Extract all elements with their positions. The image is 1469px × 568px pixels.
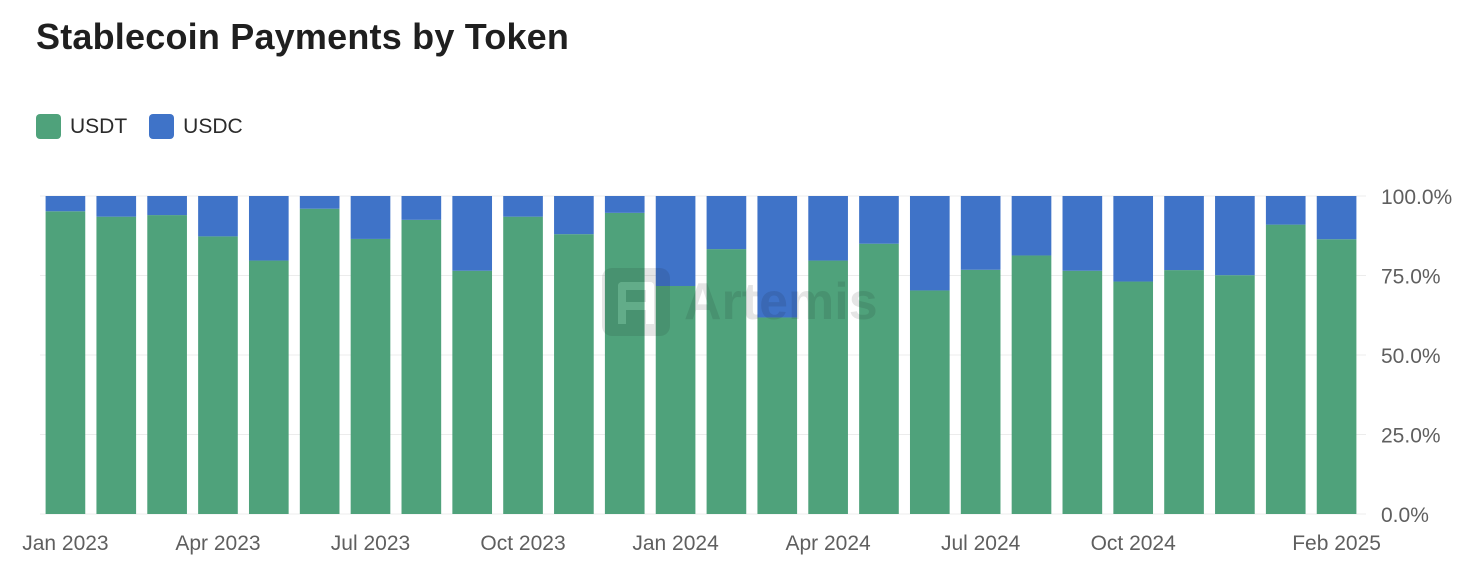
x-tick-label: Apr 2023 <box>175 532 260 555</box>
bar-usdt <box>909 290 950 514</box>
y-tick-label: 50.0% <box>1381 345 1441 368</box>
bar-usdt <box>1113 281 1154 514</box>
chart-legend: USDT USDC <box>36 114 243 139</box>
bar-usdt <box>299 208 340 514</box>
x-tick-label: Jul 2024 <box>941 532 1021 555</box>
x-tick-label: Feb 2025 <box>1292 532 1381 555</box>
x-tick-label: Jan 2023 <box>22 532 108 555</box>
bar-usdc <box>554 196 594 235</box>
bar-usdt <box>1316 239 1357 515</box>
bar-usdc <box>1062 196 1103 271</box>
y-tick-label: 0.0% <box>1381 504 1429 527</box>
bar-usdc <box>1265 196 1306 225</box>
bar-usdc <box>909 196 950 291</box>
bar-usdc <box>960 196 1001 270</box>
bar-usdc <box>1215 196 1255 276</box>
bar-usdc <box>1164 196 1204 271</box>
bar-usdc <box>147 196 187 216</box>
bar-usdt <box>706 249 747 514</box>
bar-usdc <box>350 196 391 239</box>
x-tick-label: Oct 2024 <box>1091 532 1177 555</box>
bar-usdt <box>554 234 594 514</box>
bar-usdc <box>401 196 442 220</box>
bar-usdt <box>960 269 1001 514</box>
bar-usdc <box>604 196 645 213</box>
bar-usdc <box>859 196 899 244</box>
bar-usdt <box>655 285 696 514</box>
bar-usdc <box>198 196 238 237</box>
x-tick-label: Jan 2024 <box>632 532 719 555</box>
legend-label-usdt: USDT <box>70 114 128 138</box>
bar-usdt <box>503 216 543 515</box>
y-tick-label: 75.0% <box>1381 266 1441 289</box>
bar-usdc <box>96 196 137 217</box>
bar-usdt <box>1062 270 1103 514</box>
legend-item-usdt[interactable]: USDT <box>36 114 127 139</box>
x-tick-label: Oct 2023 <box>480 532 565 555</box>
bar-usdt <box>757 317 798 514</box>
bar-usdt <box>401 219 442 514</box>
bar-usdt <box>96 216 137 515</box>
bar-usdc <box>1316 196 1357 240</box>
bar-usdt <box>248 260 289 514</box>
bar-usdc <box>808 196 848 261</box>
bar-usdc <box>299 196 340 209</box>
y-tick-label: 100.0% <box>1381 186 1452 209</box>
y-tick-label: 25.0% <box>1381 425 1441 448</box>
bar-usdc <box>248 196 289 261</box>
bar-usdt <box>1164 270 1204 514</box>
bar-usdt <box>198 236 238 515</box>
bar-usdt <box>1215 275 1255 514</box>
bar-usdt <box>1011 255 1052 514</box>
bar-usdc <box>655 196 696 286</box>
bar-usdc <box>1011 196 1052 256</box>
bar-usdt <box>859 243 899 514</box>
bar-usdt <box>452 270 493 514</box>
legend-item-usdc[interactable]: USDC <box>149 114 243 139</box>
bar-usdt <box>147 215 187 514</box>
bar-usdt <box>1265 224 1306 514</box>
bar-usdc <box>503 196 543 217</box>
x-tick-label: Jul 2023 <box>331 532 410 555</box>
x-tick-label: Apr 2024 <box>785 532 871 555</box>
legend-swatch-usdc <box>149 114 175 139</box>
bar-usdc <box>1113 196 1154 282</box>
bar-usdc <box>45 196 86 212</box>
bar-usdt <box>350 238 391 514</box>
legend-label-usdc: USDC <box>183 114 243 138</box>
bar-usdc <box>452 196 493 271</box>
chart-title: Stablecoin Payments by Token <box>36 16 570 57</box>
bar-usdc <box>757 196 798 318</box>
legend-swatch-usdt <box>36 114 61 139</box>
bar-usdt <box>604 212 645 514</box>
bar-usdt <box>808 260 848 514</box>
bar-usdt <box>45 211 86 515</box>
bar-usdc <box>706 196 747 250</box>
